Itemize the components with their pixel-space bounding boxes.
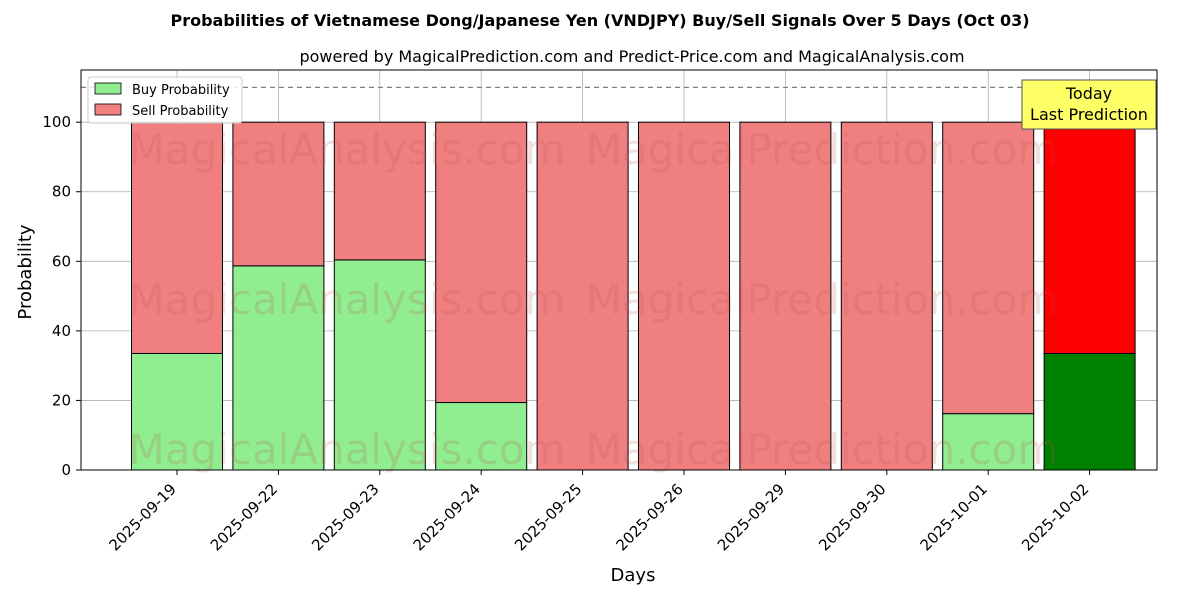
bar-buy xyxy=(1043,352,1136,471)
watermark-text: MagicalPrediction.com xyxy=(586,125,1059,174)
y-tick-label: 80 xyxy=(52,183,71,201)
y-tick-label: 40 xyxy=(52,322,71,340)
bar-sell xyxy=(536,121,629,471)
bar-sell xyxy=(638,121,730,471)
bar-sell xyxy=(333,121,426,261)
x-axis-label: Days xyxy=(611,565,656,586)
legend-box xyxy=(87,76,243,124)
watermark-text: MagicalAnalysis.com xyxy=(129,125,566,174)
legend-swatch-sell xyxy=(94,103,122,116)
x-tick-label: 2025-09-26 xyxy=(612,480,686,554)
bar-buy xyxy=(333,259,426,471)
x-tick-label: 2025-09-19 xyxy=(105,480,179,554)
watermark-text: MagicalPrediction.com xyxy=(586,425,1059,474)
x-tick-label: 2025-09-30 xyxy=(815,480,889,554)
plot-frame xyxy=(80,69,1158,471)
y-tick-label: 100 xyxy=(42,113,71,131)
x-tick-label: 2025-09-25 xyxy=(511,480,585,554)
legend: Buy Probability Sell Probability xyxy=(87,76,243,124)
bar-sell xyxy=(1043,121,1136,354)
watermark-text: MagicalAnalysis.com xyxy=(129,425,566,474)
y-axis-label: Probability xyxy=(15,224,36,319)
watermark-text: MagicalPrediction.com xyxy=(586,275,1059,324)
bars xyxy=(131,121,1136,471)
bar-sell xyxy=(435,121,528,404)
bar-sell xyxy=(739,121,832,471)
legend-label-buy: Buy Probability xyxy=(132,83,230,98)
watermark-text: MagicalAnalysis.com xyxy=(129,275,566,324)
annotation-line-1: Today xyxy=(1065,84,1112,103)
x-tick-label: 2025-09-29 xyxy=(714,480,788,554)
watermarks: MagicalAnalysis.com MagicalPrediction.com… xyxy=(129,125,1059,474)
y-tick-label: 0 xyxy=(61,461,71,479)
annotation-line-2: Last Prediction xyxy=(1030,105,1148,124)
y-tick-label: 60 xyxy=(52,252,71,270)
bar-sell xyxy=(840,121,933,471)
x-tick-label: 2025-10-01 xyxy=(917,480,991,554)
y-tick-label: 20 xyxy=(52,391,71,409)
x-tick-label: 2025-09-23 xyxy=(308,480,382,554)
today-annotation: Today Last Prediction xyxy=(1021,79,1157,130)
bar-buy xyxy=(942,413,1035,471)
bar-buy xyxy=(131,352,223,471)
annotation-box xyxy=(1021,79,1157,130)
legend-swatch-buy xyxy=(94,82,122,95)
chart-title: Probabilities of Vietnamese Dong/Japanes… xyxy=(170,11,1029,30)
bar-sell xyxy=(232,121,325,267)
chart-subtitle: powered by MagicalPrediction.com and Pre… xyxy=(299,47,964,66)
legend-label-sell: Sell Probability xyxy=(132,104,229,119)
x-tick-label: 2025-10-02 xyxy=(1018,480,1092,554)
bar-sell xyxy=(131,121,223,354)
x-tick-label: 2025-09-24 xyxy=(410,480,484,554)
x-tick-label: 2025-09-22 xyxy=(207,480,281,554)
bar-sell xyxy=(942,121,1035,415)
